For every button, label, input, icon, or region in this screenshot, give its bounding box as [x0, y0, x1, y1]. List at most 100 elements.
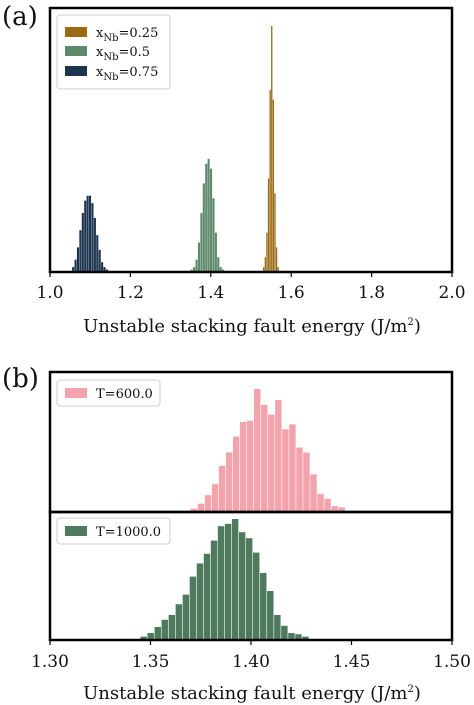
panel-b-top-legend-box — [56, 379, 161, 407]
legend-swatch-2 — [65, 66, 87, 76]
bar-a-s1-6 — [205, 163, 208, 272]
bar-b-s1-10 — [210, 540, 218, 639]
bar-b-s1-20 — [281, 625, 288, 639]
bar-b-s0-11 — [268, 414, 275, 511]
panel-a-x-ticks: 1.0 1.2 1.4 1.6 1.8 2.0 — [36, 272, 466, 303]
bar-b-s1-11 — [217, 526, 225, 639]
bar-a-s1-1 — [193, 267, 196, 272]
bar-b-s1-1 — [147, 633, 154, 639]
legend-entry-t1000: T=1000.0 — [96, 525, 161, 540]
bar-b-s0-15 — [296, 447, 303, 511]
bar-b-s1-21 — [288, 633, 295, 639]
bar-b-s1-18 — [267, 591, 274, 639]
bar-a-s2-4 — [81, 212, 84, 272]
panel-a-bars — [72, 26, 279, 273]
legend-entry-0: xNb=0.25 — [96, 26, 158, 44]
legend-entry-t600: T=600.0 — [96, 387, 153, 402]
legend-entry-1: xNb=0.5 — [96, 45, 150, 63]
bar-b-s1-13 — [231, 519, 239, 639]
bar-b-s1-15 — [245, 538, 253, 639]
bar-b-s0-5 — [225, 452, 233, 511]
bar-b-s0-0 — [190, 508, 198, 511]
bar-a-s2-10 — [96, 235, 99, 272]
bar-a-s0-8 — [275, 247, 278, 272]
bar-b-s1-23 — [302, 636, 309, 639]
x-tick-label-a-5: 2.0 — [438, 283, 465, 303]
bar-a-s2-0 — [72, 267, 75, 272]
bar-b-s0-16 — [303, 452, 310, 511]
bar-b-s0-20 — [331, 506, 338, 511]
x-tick-label-a-4: 1.8 — [358, 283, 385, 303]
bar-b-s0-12 — [275, 399, 282, 511]
panel-a: (a) 1.0 1.2 1.4 1.6 1.8 2.0 Unstable stacking… — [2, 2, 466, 337]
panel-a-x-axis-label: Unstable stacking fault energy (J/m2) — [83, 316, 421, 337]
panel-a-legend: xNb=0.25 xNb=0.5 xNb=0.75 — [56, 14, 171, 90]
panel-b-x-axis-label: Unstable stacking fault energy (J/m2) — [83, 683, 421, 704]
bar-b-s0-14 — [289, 424, 296, 511]
bar-b-s1-19 — [274, 615, 281, 639]
legend-entry-2: xNb=0.75 — [96, 65, 158, 83]
bar-a-s1-2 — [195, 259, 198, 272]
bar-a-s1-5 — [202, 183, 205, 272]
panel-a-label: (a) — [2, 2, 38, 32]
bar-b-s0-4 — [218, 465, 226, 511]
bar-a-s1-4 — [200, 212, 203, 272]
bar-a-s2-12 — [101, 262, 104, 272]
legend-swatch-1 — [65, 46, 87, 56]
legend-swatch-t600 — [65, 388, 87, 398]
x-tick-label-b-4: 1.50 — [433, 652, 471, 672]
bar-a-s0-6 — [272, 99, 275, 272]
x-tick-label-b-1: 1.35 — [132, 652, 170, 672]
bar-a-s2-9 — [93, 217, 96, 272]
bar-a-s1-11 — [217, 257, 220, 272]
bar-a-s0-5 — [271, 26, 273, 272]
bar-a-s2-8 — [91, 203, 94, 272]
bar-b-s0-17 — [310, 474, 317, 511]
panel-b-bottom-bars — [140, 519, 309, 639]
bar-b-s0-3 — [211, 484, 219, 511]
bar-b-s0-7 — [239, 421, 247, 511]
panel-b-x-ticks: 1.30 1.35 1.40 1.45 1.50 — [31, 640, 471, 672]
bar-b-s1-16 — [253, 552, 260, 639]
x-tick-label-a-0: 1.0 — [36, 283, 63, 303]
bar-b-s1-9 — [203, 553, 211, 639]
bar-b-s1-22 — [295, 634, 302, 639]
bar-a-s1-10 — [214, 232, 217, 272]
bar-a-s2-11 — [98, 249, 101, 272]
bar-a-s2-3 — [79, 230, 82, 272]
x-tick-label-b-3: 1.45 — [333, 652, 371, 672]
bar-a-s1-7 — [207, 158, 210, 272]
bar-a-s1-8 — [210, 168, 213, 272]
bar-a-s2-1 — [74, 259, 77, 272]
legend-swatch-t1000 — [65, 526, 87, 536]
bar-b-s1-8 — [196, 563, 204, 639]
bar-b-s1-5 — [175, 604, 183, 639]
panel-a-frame — [48, 6, 454, 274]
bar-b-s1-2 — [154, 627, 161, 639]
bar-b-s0-18 — [317, 493, 324, 511]
bar-a-s1-9 — [212, 198, 215, 272]
bar-b-s0-13 — [282, 429, 289, 511]
bar-b-s0-1 — [197, 503, 205, 511]
bar-a-s0-2 — [266, 232, 268, 272]
bar-b-s1-6 — [182, 594, 190, 639]
x-tick-label-b-0: 1.30 — [31, 652, 69, 672]
bar-b-s1-7 — [189, 576, 197, 639]
x-tick-label-b-2: 1.40 — [232, 652, 270, 672]
bar-a-s0-1 — [264, 257, 266, 272]
panel-b-bottom-legend-box — [56, 517, 171, 545]
bar-a-s2-2 — [76, 247, 80, 272]
bar-b-s1-0 — [140, 636, 147, 639]
bar-a-s1-3 — [197, 242, 201, 272]
bar-b-s1-3 — [161, 619, 168, 639]
x-tick-label-a-1: 1.2 — [117, 283, 144, 303]
bar-b-s0-19 — [324, 498, 331, 511]
panel-b-bottom-legend: T=1000.0 — [56, 517, 171, 545]
panel-b-label: (b) — [2, 364, 39, 394]
bar-a-s2-5 — [84, 200, 87, 272]
panel-b-top-bars — [190, 389, 345, 511]
bar-a-s2-13 — [103, 267, 106, 272]
bar-a-s0-7 — [274, 193, 276, 272]
bar-b-s1-14 — [238, 532, 246, 639]
x-tick-label-a-2: 1.4 — [197, 283, 224, 303]
